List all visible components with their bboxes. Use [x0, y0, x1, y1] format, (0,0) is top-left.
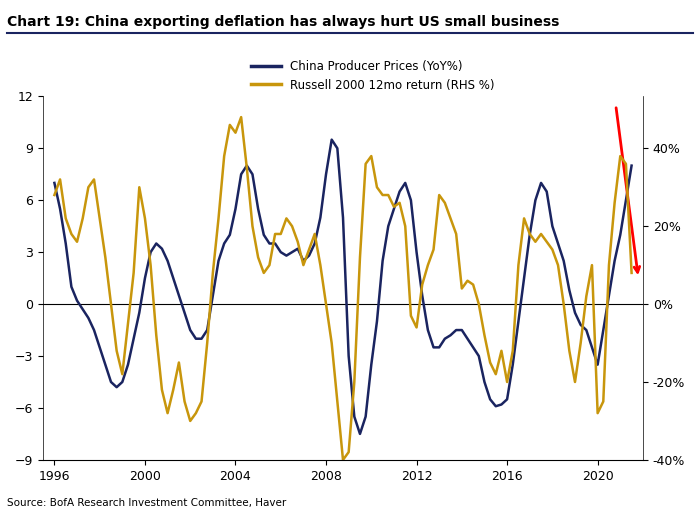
Legend: China Producer Prices (YoY%), Russell 2000 12mo return (RHS %): China Producer Prices (YoY%), Russell 20…: [246, 55, 499, 96]
Text: Chart 19: China exporting deflation has always hurt US small business: Chart 19: China exporting deflation has …: [7, 15, 559, 29]
Text: Source: BofA Research Investment Committee, Haver: Source: BofA Research Investment Committ…: [7, 498, 286, 508]
